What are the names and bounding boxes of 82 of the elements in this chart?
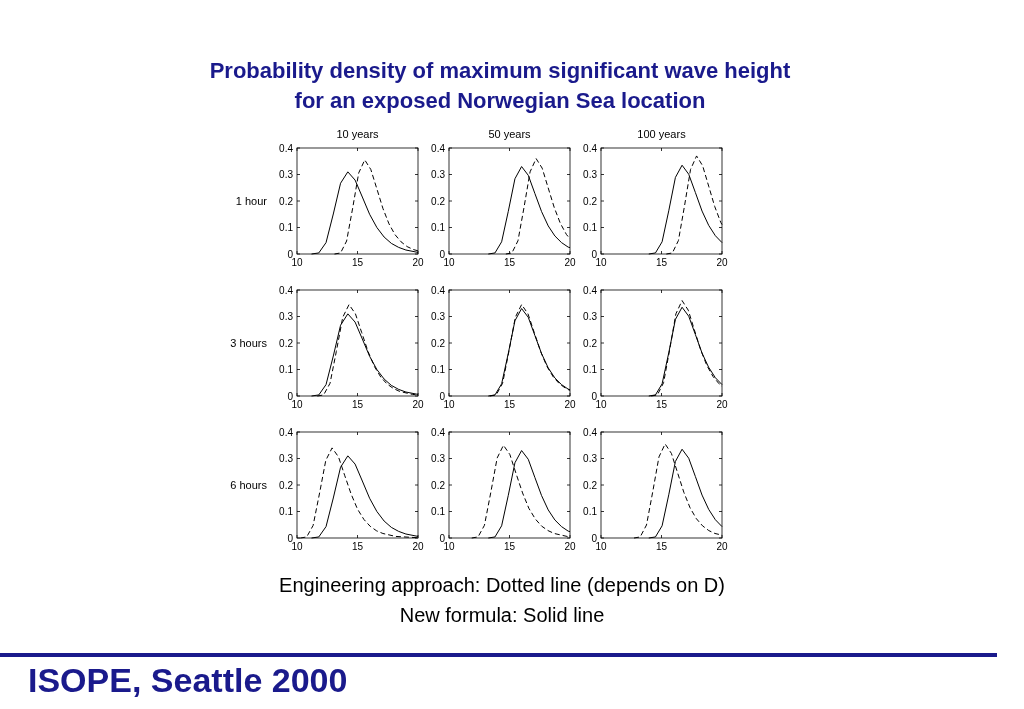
y-tick-label: 0.1 — [431, 222, 446, 233]
y-tick-label: 0.4 — [431, 426, 446, 438]
y-axis-title: 1 hour — [235, 195, 268, 207]
y-tick-label: 0 — [439, 390, 446, 402]
x-tick-label: 15 — [655, 541, 668, 552]
y-tick-label: 0.2 — [431, 195, 446, 207]
y-tick-label: 0.1 — [583, 364, 598, 375]
x-tick-label: 10 — [443, 399, 455, 410]
y-axis-title: 6 hours — [230, 479, 268, 491]
y-tick-label: 0.3 — [583, 453, 598, 464]
x-tick-label: 10 — [443, 541, 455, 552]
y-tick-label: 0.2 — [583, 337, 598, 349]
y-axis-title: 3 hours — [230, 337, 268, 349]
x-tick-label: 20 — [564, 541, 576, 552]
y-tick-label: 0.1 — [583, 222, 598, 233]
y-tick-label: 0 — [591, 390, 598, 402]
x-tick-label: 10 — [595, 399, 607, 410]
x-tick-label: 20 — [716, 541, 728, 552]
y-tick-label: 0.1 — [279, 364, 294, 375]
text: ISOPE, Seattle 2000 — [28, 661, 348, 699]
x-tick-label: 10 — [595, 257, 607, 268]
x-tick-label: 10 — [291, 399, 303, 410]
x-tick-label: 20 — [412, 399, 424, 410]
x-tick-label: 15 — [351, 257, 364, 268]
y-tick-label: 0.4 — [583, 426, 598, 438]
x-tick-label: 10 — [443, 257, 455, 268]
y-tick-label: 0.3 — [431, 453, 446, 464]
x-tick-label: 15 — [351, 399, 364, 410]
y-tick-label: 0.3 — [583, 169, 598, 180]
x-tick-label: 20 — [412, 257, 424, 268]
y-tick-label: 0.1 — [431, 506, 446, 517]
x-tick-label: 20 — [716, 399, 728, 410]
y-tick-label: 0.2 — [583, 479, 598, 491]
y-tick-label: 0.4 — [279, 142, 294, 154]
y-tick-label: 0.1 — [431, 364, 446, 375]
y-tick-label: 0.3 — [279, 453, 294, 464]
x-tick-label: 15 — [503, 541, 516, 552]
x-tick-label: 20 — [412, 541, 424, 552]
y-tick-label: 0 — [591, 532, 598, 544]
y-tick-label: 0.3 — [279, 311, 294, 322]
y-tick-label: 0 — [591, 248, 598, 260]
y-tick-label: 0 — [287, 390, 294, 402]
y-tick-label: 0.2 — [431, 479, 446, 491]
x-tick-label: 15 — [503, 257, 516, 268]
y-tick-label: 0.1 — [583, 506, 598, 517]
y-tick-label: 0.2 — [583, 195, 598, 207]
y-tick-label: 0.3 — [583, 311, 598, 322]
y-tick-label: 0.4 — [279, 284, 294, 296]
y-tick-label: 0 — [287, 532, 294, 544]
chart-subtitle: 50 years — [488, 128, 532, 140]
y-tick-label: 0.4 — [583, 284, 598, 296]
x-tick-label: 15 — [655, 257, 668, 268]
x-tick-label: 10 — [291, 257, 303, 268]
y-tick-label: 0.4 — [431, 284, 446, 296]
y-tick-label: 0.1 — [279, 506, 294, 517]
y-tick-label: 0.2 — [431, 337, 446, 349]
y-tick-label: 0.4 — [583, 142, 598, 154]
y-tick-label: 0.3 — [279, 169, 294, 180]
y-tick-label: 0.4 — [431, 142, 446, 154]
y-tick-label: 0 — [439, 248, 446, 260]
x-tick-label: 20 — [716, 257, 728, 268]
x-tick-label: 15 — [655, 399, 668, 410]
y-tick-label: 0.2 — [279, 337, 294, 349]
chart-subtitle: 100 years — [637, 128, 687, 140]
x-tick-label: 10 — [595, 541, 607, 552]
y-tick-label: 0.3 — [431, 169, 446, 180]
text: Engineering approach: Dotted line (depends on D) — [279, 574, 725, 596]
x-tick-label: 20 — [564, 257, 576, 268]
x-tick-label: 15 — [351, 541, 364, 552]
y-tick-label: 0 — [439, 532, 446, 544]
text: Probability density of maximum significant wave height for an exposed Norwegian Sea location — [209, 58, 792, 113]
x-tick-label: 10 — [291, 541, 303, 552]
x-tick-label: 15 — [503, 399, 516, 410]
y-tick-label: 0.1 — [279, 222, 294, 233]
y-tick-label: 0.4 — [279, 426, 294, 438]
x-tick-label: 20 — [564, 399, 576, 410]
y-tick-label: 0.2 — [279, 479, 294, 491]
y-tick-label: 0 — [287, 248, 294, 260]
chart-subtitle: 10 years — [336, 128, 380, 140]
y-tick-label: 0.3 — [431, 311, 446, 322]
text: New formula: Solid line — [399, 604, 605, 626]
y-tick-label: 0.2 — [279, 195, 294, 207]
